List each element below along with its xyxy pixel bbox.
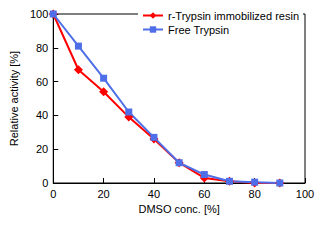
svg-text:0: 0 [50, 188, 56, 200]
svg-text:Free Trypsin: Free Trypsin [168, 24, 229, 36]
svg-text:DMSO conc. [%]: DMSO conc. [%] [138, 203, 219, 215]
svg-text:80: 80 [36, 42, 48, 54]
svg-text:Relative activity [%]: Relative activity [%] [8, 51, 20, 146]
svg-text:60: 60 [198, 188, 210, 200]
svg-text:100: 100 [296, 188, 314, 200]
svg-text:r-Trypsin immobilized resin: r-Trypsin immobilized resin [168, 10, 299, 22]
svg-text:0: 0 [42, 177, 48, 189]
svg-text:40: 40 [36, 109, 48, 121]
svg-text:100: 100 [30, 8, 48, 20]
svg-text:20: 20 [36, 143, 48, 155]
svg-text:60: 60 [36, 76, 48, 88]
svg-text:20: 20 [97, 188, 109, 200]
svg-text:80: 80 [249, 188, 261, 200]
svg-text:40: 40 [148, 188, 160, 200]
